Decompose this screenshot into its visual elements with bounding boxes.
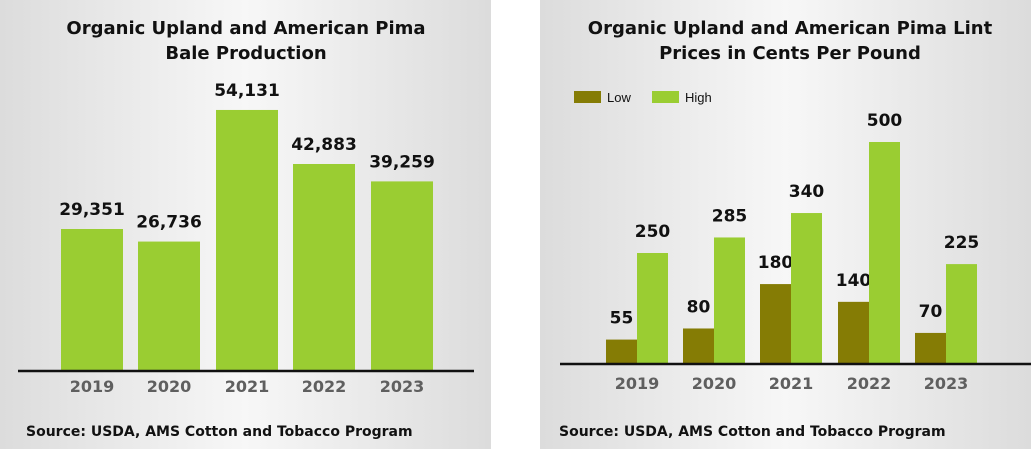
x-tick-2021: 2021 xyxy=(769,374,814,393)
bar-low-2020 xyxy=(683,328,714,364)
value-label-2023: 39,259 xyxy=(369,152,435,172)
bar-low-2021 xyxy=(760,284,791,364)
legend-label-high: High xyxy=(685,90,712,105)
value-label-low-2020: 80 xyxy=(687,297,711,317)
bar-high-2021 xyxy=(791,213,822,364)
bale-production-panel: Organic Upland and American Pima Bale Pr… xyxy=(0,0,491,449)
bar-low-2023 xyxy=(915,332,946,364)
x-tick-2019: 2019 xyxy=(615,374,660,393)
lint-prices-chart: Organic Upland and American Pima Lint Pr… xyxy=(559,18,1031,440)
chart-title-line-2: Bale Production xyxy=(165,43,326,64)
bar-2020 xyxy=(138,241,200,370)
legend-swatch-low xyxy=(574,91,601,103)
bar-low-2019 xyxy=(606,339,637,364)
bar-2021 xyxy=(216,109,278,370)
value-label-2022: 42,883 xyxy=(291,135,357,155)
lint-prices-panel: Organic Upland and American Pima Lint Pr… xyxy=(540,0,1031,449)
chart-title-line-1: Organic Upland and American Pima xyxy=(66,18,425,39)
bar-high-2023 xyxy=(946,264,977,364)
legend-label-low: Low xyxy=(607,90,631,105)
value-label-low-2021: 180 xyxy=(758,253,794,273)
x-tick-2023: 2023 xyxy=(924,374,969,393)
bar-2023 xyxy=(371,181,433,370)
source-note: Source: USDA, AMS Cotton and Tobacco Pro… xyxy=(26,424,413,440)
value-label-high-2023: 225 xyxy=(944,233,980,253)
value-label-low-2022: 140 xyxy=(836,271,872,291)
bar-2019 xyxy=(61,229,123,370)
x-tick-2020: 2020 xyxy=(692,374,737,393)
value-label-2019: 29,351 xyxy=(59,200,125,220)
x-tick-2022: 2022 xyxy=(302,377,347,396)
x-tick-2019: 2019 xyxy=(70,377,115,396)
value-label-2021: 54,131 xyxy=(214,81,280,101)
legend-swatch-high xyxy=(652,91,679,103)
value-label-high-2019: 250 xyxy=(635,222,671,242)
bar-2022 xyxy=(293,163,355,370)
value-label-high-2021: 340 xyxy=(789,182,825,202)
x-tick-2023: 2023 xyxy=(380,377,425,396)
bar-low-2022 xyxy=(838,301,869,364)
value-label-high-2022: 500 xyxy=(867,111,903,131)
chart-title-line-2: Prices in Cents Per Pound xyxy=(659,43,921,64)
bar-high-2022 xyxy=(869,142,900,364)
x-tick-2022: 2022 xyxy=(847,374,892,393)
x-tick-2020: 2020 xyxy=(147,377,192,396)
value-label-low-2019: 55 xyxy=(610,309,634,329)
bar-high-2019 xyxy=(637,253,668,364)
bar-high-2020 xyxy=(714,237,745,364)
legend: Low High xyxy=(574,90,712,105)
value-label-low-2023: 70 xyxy=(919,302,943,322)
value-label-high-2020: 285 xyxy=(712,206,748,226)
value-label-2020: 26,736 xyxy=(136,213,202,233)
chart-title-line-1: Organic Upland and American Pima Lint xyxy=(588,18,993,39)
bale-production-chart: Organic Upland and American Pima Bale Pr… xyxy=(18,18,474,440)
x-tick-2021: 2021 xyxy=(225,377,270,396)
source-note: Source: USDA, AMS Cotton and Tobacco Pro… xyxy=(559,424,946,440)
